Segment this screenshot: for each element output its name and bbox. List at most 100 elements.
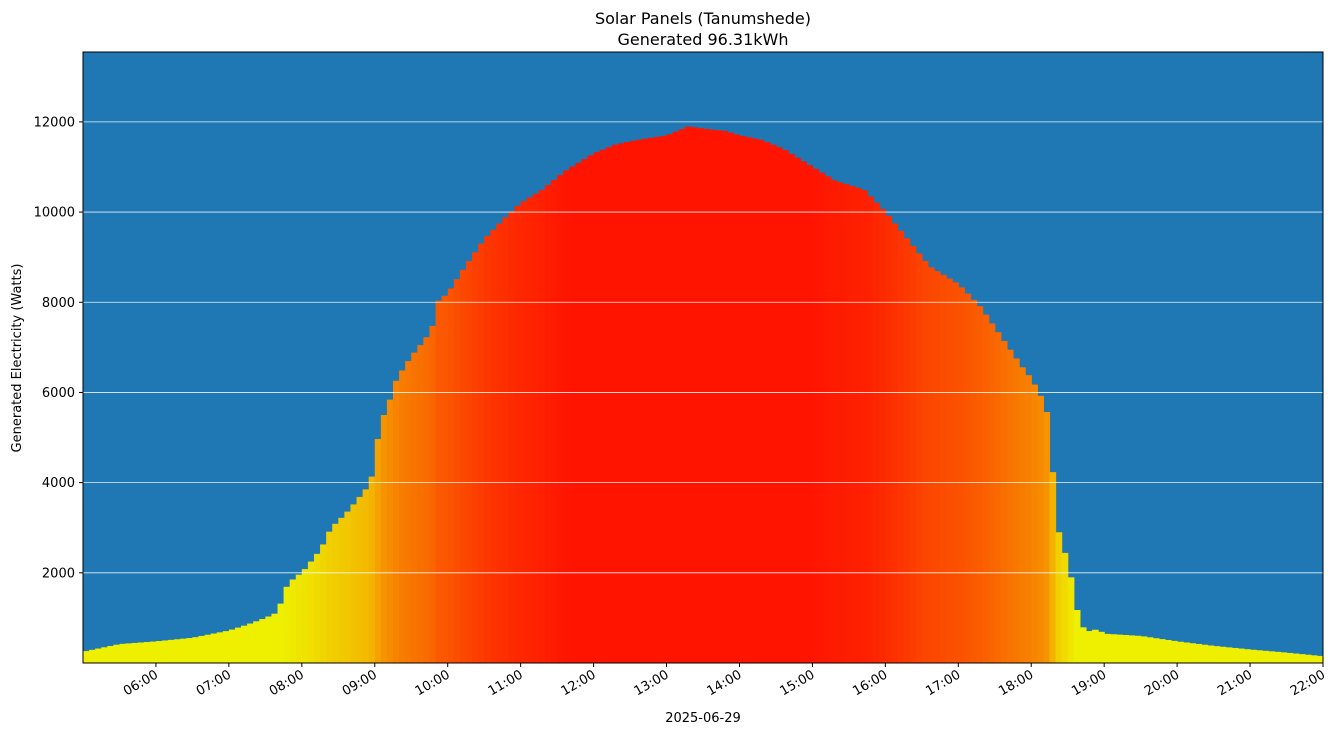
bar bbox=[672, 131, 680, 663]
bar bbox=[982, 314, 990, 663]
bar bbox=[715, 130, 722, 664]
bar bbox=[599, 149, 607, 663]
bar bbox=[581, 159, 589, 663]
bar bbox=[210, 633, 218, 663]
grid-group bbox=[83, 121, 1323, 574]
bar bbox=[848, 185, 856, 663]
bar bbox=[1098, 631, 1105, 663]
bar bbox=[441, 295, 449, 663]
bar bbox=[897, 230, 905, 663]
bar bbox=[283, 586, 291, 663]
bar bbox=[660, 135, 668, 663]
bar bbox=[447, 288, 455, 663]
bars-group bbox=[83, 126, 1324, 664]
bar bbox=[380, 414, 388, 663]
bar bbox=[1280, 652, 1288, 663]
bar bbox=[1183, 642, 1190, 663]
bar bbox=[1055, 532, 1063, 663]
bar bbox=[745, 137, 753, 664]
bar bbox=[228, 629, 236, 663]
bar bbox=[569, 166, 576, 664]
bar bbox=[1152, 638, 1160, 663]
bar bbox=[1128, 635, 1136, 663]
y-tick-label: 4000 bbox=[42, 476, 75, 491]
bar bbox=[605, 147, 613, 663]
bar bbox=[1134, 635, 1142, 663]
bar bbox=[1073, 610, 1081, 663]
bar bbox=[587, 155, 595, 663]
bar bbox=[593, 152, 601, 663]
bar bbox=[1067, 577, 1075, 663]
bar bbox=[496, 223, 504, 664]
x-tick-label: 17:00 bbox=[923, 667, 963, 699]
bar bbox=[696, 128, 704, 663]
bar bbox=[648, 137, 655, 663]
bar bbox=[253, 621, 260, 663]
bar bbox=[854, 187, 862, 663]
bar bbox=[976, 306, 984, 663]
bar bbox=[782, 150, 789, 663]
bar bbox=[192, 637, 200, 663]
bar bbox=[551, 180, 558, 663]
bar bbox=[757, 139, 765, 664]
bar bbox=[277, 603, 285, 663]
bar bbox=[1049, 472, 1057, 663]
bar bbox=[204, 634, 212, 663]
bar bbox=[119, 643, 127, 663]
chart-subtitle: Generated 96.31kWh bbox=[618, 30, 789, 49]
x-tick-label: 21:00 bbox=[1215, 667, 1255, 699]
bar bbox=[326, 531, 333, 663]
x-tick-label: 12:00 bbox=[559, 667, 599, 699]
bar bbox=[453, 279, 461, 663]
bar bbox=[806, 165, 814, 664]
bar bbox=[557, 175, 564, 663]
bar bbox=[1213, 646, 1221, 663]
bar bbox=[1110, 634, 1117, 663]
bar bbox=[241, 625, 248, 663]
bar bbox=[1310, 655, 1318, 663]
bar bbox=[873, 202, 880, 663]
bar bbox=[131, 642, 139, 663]
bar bbox=[1189, 643, 1196, 663]
bar bbox=[1140, 636, 1148, 663]
bar bbox=[842, 184, 850, 663]
bar bbox=[1061, 552, 1069, 663]
bar bbox=[903, 238, 911, 663]
bar bbox=[642, 138, 649, 663]
bar bbox=[313, 553, 321, 663]
bar bbox=[1268, 651, 1275, 663]
bar bbox=[1013, 358, 1020, 663]
bar bbox=[1092, 629, 1099, 663]
bar bbox=[472, 252, 479, 663]
x-tick-label: 10:00 bbox=[413, 667, 453, 699]
bar bbox=[958, 287, 965, 663]
bar bbox=[964, 293, 972, 663]
x-tick-label: 14:00 bbox=[705, 667, 745, 699]
y-axis-label: Generated Electricity (Watts) bbox=[10, 264, 25, 453]
bar bbox=[940, 274, 947, 663]
bar bbox=[234, 627, 242, 663]
bar bbox=[490, 229, 497, 664]
bar bbox=[247, 623, 254, 663]
bar bbox=[751, 138, 759, 664]
bar bbox=[909, 245, 917, 663]
bar bbox=[970, 299, 978, 663]
x-tick-label: 13:00 bbox=[632, 667, 672, 699]
x-tick-label: 22:00 bbox=[1288, 667, 1328, 699]
bar bbox=[1243, 649, 1251, 663]
bar bbox=[101, 647, 108, 663]
bar bbox=[222, 631, 230, 663]
bar bbox=[386, 399, 394, 663]
x-tick-label: 16:00 bbox=[850, 667, 890, 699]
bar bbox=[435, 300, 443, 663]
bar bbox=[709, 129, 716, 664]
bar bbox=[465, 261, 473, 663]
y-tick-label: 6000 bbox=[42, 386, 75, 401]
bar bbox=[1292, 653, 1300, 663]
bar bbox=[1000, 340, 1008, 663]
bar bbox=[162, 640, 169, 663]
bar bbox=[350, 504, 358, 663]
bar bbox=[259, 619, 266, 663]
bar bbox=[125, 643, 133, 663]
bar bbox=[137, 642, 145, 663]
